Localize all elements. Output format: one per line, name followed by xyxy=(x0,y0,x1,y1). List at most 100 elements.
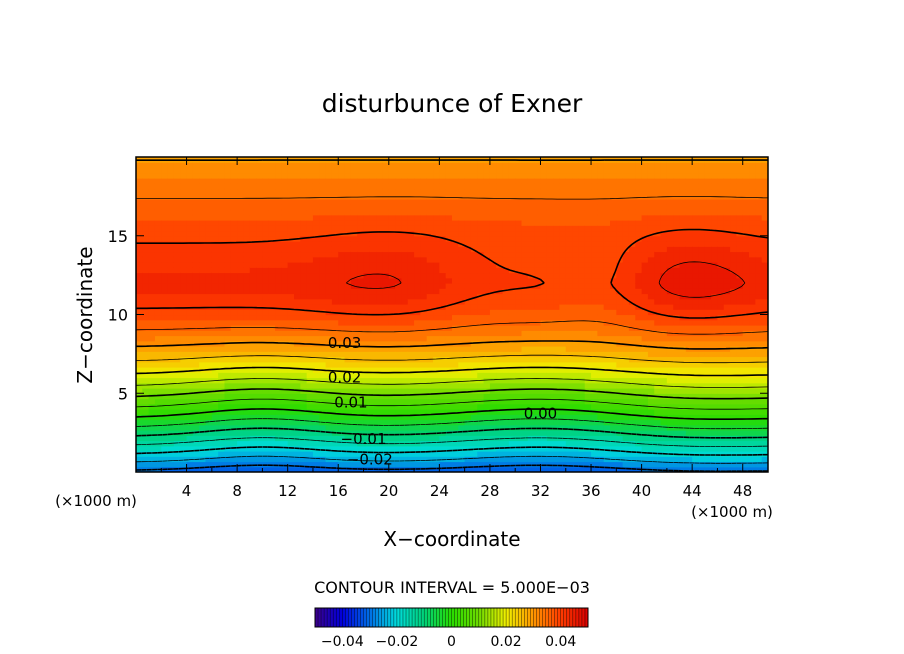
field-cell xyxy=(350,419,358,426)
field-cell xyxy=(603,262,611,268)
field-cell xyxy=(224,461,232,468)
field-cell xyxy=(603,225,611,232)
field-cell xyxy=(136,188,143,195)
field-cell xyxy=(452,330,459,337)
field-cell xyxy=(167,361,175,368)
field-cell xyxy=(395,314,403,321)
field-cell xyxy=(496,172,504,179)
field-cell xyxy=(647,188,655,195)
field-cell xyxy=(161,388,169,394)
field-cell xyxy=(502,288,510,295)
field-cell xyxy=(426,409,434,415)
field-cell xyxy=(262,367,270,373)
field-cell xyxy=(647,267,655,274)
field-cell xyxy=(237,340,245,347)
field-cell xyxy=(243,288,251,295)
field-cell xyxy=(382,209,390,216)
field-cell xyxy=(167,246,175,253)
field-cell xyxy=(256,325,263,331)
field-cell xyxy=(262,445,270,452)
field-cell xyxy=(192,256,200,263)
field-cell xyxy=(464,204,472,211)
field-cell xyxy=(565,256,573,263)
field-cell xyxy=(591,325,598,331)
field-cell xyxy=(426,241,434,247)
field-cell xyxy=(439,209,447,216)
field-cell xyxy=(211,351,219,358)
field-cell xyxy=(167,188,175,195)
field-cell xyxy=(407,367,415,373)
field-cell xyxy=(395,298,403,305)
field-cell xyxy=(388,293,396,300)
field-cell xyxy=(357,377,365,384)
field-cell xyxy=(249,230,257,237)
field-cell xyxy=(464,314,472,321)
field-cell xyxy=(433,340,440,347)
field-cell xyxy=(572,424,579,431)
field-cell xyxy=(211,251,219,258)
field-cell xyxy=(477,430,485,436)
field-cell xyxy=(445,178,453,184)
field-cell xyxy=(192,382,200,389)
field-cell xyxy=(338,277,346,284)
field-cell xyxy=(294,435,301,442)
field-cell xyxy=(357,167,365,174)
field-cell xyxy=(275,209,282,216)
field-cell xyxy=(281,388,289,394)
field-cell xyxy=(578,172,586,179)
field-cell xyxy=(363,325,371,331)
field-cell xyxy=(515,393,523,400)
field-cell xyxy=(369,340,377,347)
field-cell xyxy=(186,209,194,216)
field-cell xyxy=(439,220,447,226)
field-cell xyxy=(281,167,289,174)
field-cell xyxy=(578,251,586,258)
field-cell xyxy=(395,445,403,452)
field-cell xyxy=(445,382,453,389)
field-cell xyxy=(496,162,504,169)
field-cell xyxy=(559,319,567,326)
field-cell xyxy=(230,372,238,379)
field-cell xyxy=(433,293,440,300)
field-cell xyxy=(249,241,257,247)
field-cell xyxy=(363,230,371,237)
field-cell xyxy=(192,283,200,289)
field-cell xyxy=(218,403,226,410)
field-cell xyxy=(559,414,567,421)
field-cell xyxy=(502,409,510,415)
field-cell xyxy=(167,451,175,457)
field-cell xyxy=(148,283,156,289)
field-cell xyxy=(218,382,226,389)
field-cell xyxy=(502,393,510,400)
field-cell xyxy=(401,183,409,190)
field-cell xyxy=(281,241,289,247)
field-cell xyxy=(142,367,150,373)
field-cell xyxy=(382,372,390,379)
field-cell xyxy=(249,199,257,205)
field-cell xyxy=(363,403,371,410)
field-cell xyxy=(628,309,636,316)
field-cell xyxy=(483,325,491,331)
field-cell xyxy=(199,288,207,295)
field-cell xyxy=(641,230,649,237)
field-cell xyxy=(294,172,301,179)
field-cell xyxy=(161,262,169,268)
field-cell xyxy=(591,419,598,426)
field-cell xyxy=(331,409,339,415)
field-cell xyxy=(325,325,333,331)
field-cell xyxy=(502,419,510,426)
field-cell xyxy=(199,466,207,472)
field-cell xyxy=(483,335,491,342)
field-cell xyxy=(230,262,238,268)
field-cell xyxy=(439,388,447,394)
field-cell xyxy=(230,241,238,247)
field-cell xyxy=(167,199,175,205)
field-cell xyxy=(553,409,561,415)
field-cell xyxy=(534,288,542,295)
field-cell xyxy=(439,204,447,211)
field-cell xyxy=(603,193,611,200)
field-cell xyxy=(597,246,605,253)
field-cell xyxy=(395,372,403,379)
field-cell xyxy=(559,178,567,184)
field-cell xyxy=(508,440,516,447)
